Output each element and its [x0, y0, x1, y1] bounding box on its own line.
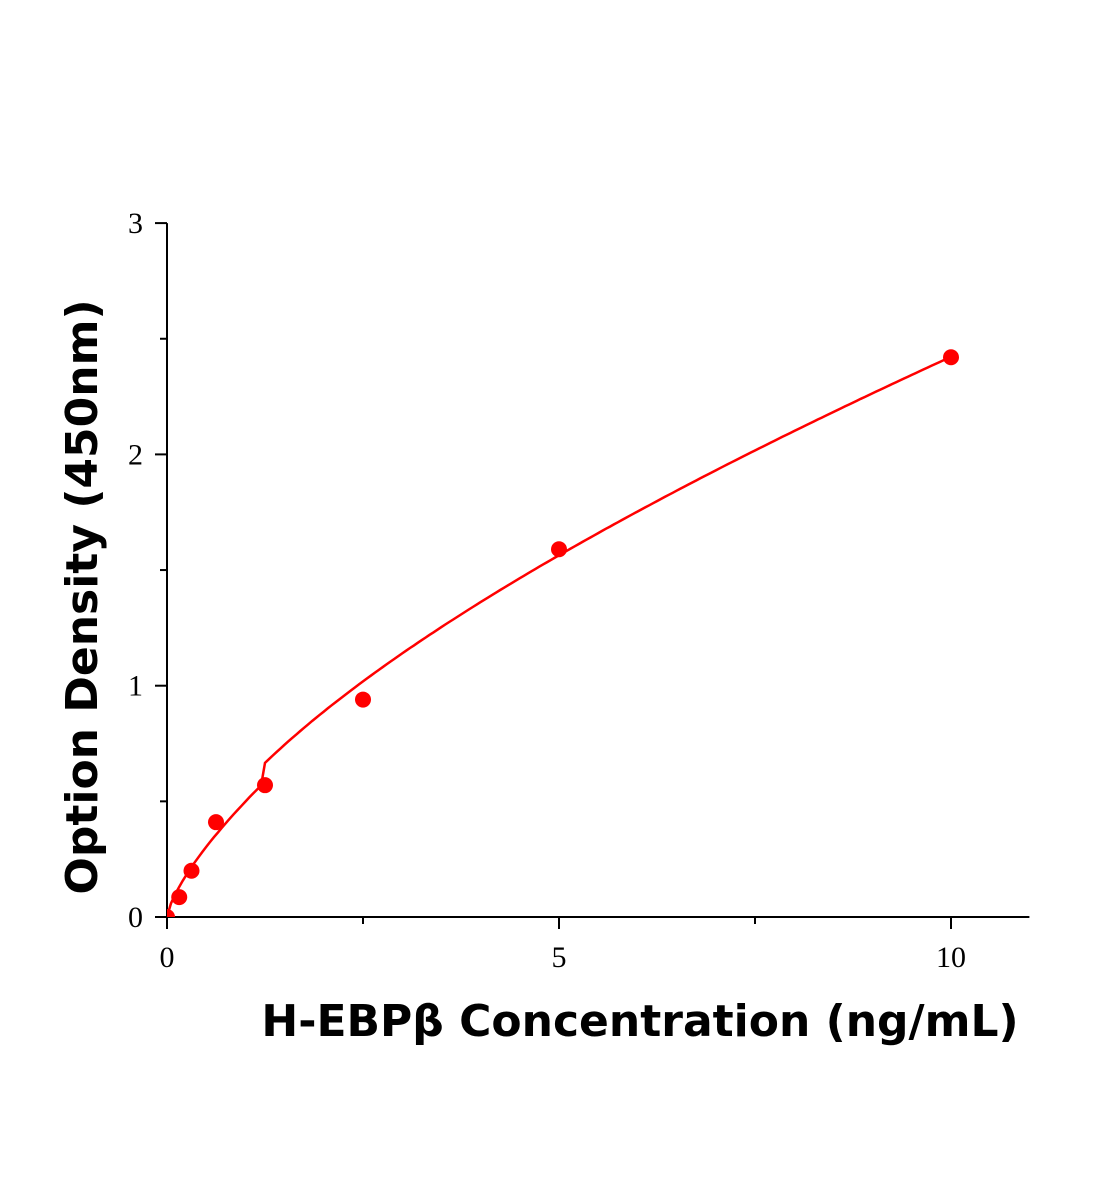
data-points — [167, 349, 959, 917]
tick-labels: 0 5 10 0 1 2 3 — [128, 207, 966, 974]
data-point — [208, 814, 224, 831]
y-axis-title: Option Density (450nm) — [57, 299, 108, 894]
x-axis-title: H-EBPβ Concentration (ng/mL) — [261, 996, 1018, 1047]
data-point — [257, 777, 273, 794]
data-point — [167, 909, 175, 917]
axes — [155, 222, 1030, 929]
data-point — [171, 889, 188, 906]
y-tick-label: 3 — [128, 207, 143, 240]
x-tick-label: 0 — [160, 941, 175, 974]
data-point — [551, 541, 567, 558]
fit-curve — [167, 355, 952, 917]
y-tick-label: 2 — [128, 438, 143, 471]
x-tick-label: 10 — [936, 941, 966, 974]
y-tick-label: 0 — [128, 901, 143, 934]
data-point — [183, 862, 200, 879]
y-tick-label: 1 — [128, 670, 143, 703]
data-point — [943, 349, 959, 366]
x-tick-label: 5 — [552, 941, 567, 974]
data-point — [355, 691, 371, 708]
